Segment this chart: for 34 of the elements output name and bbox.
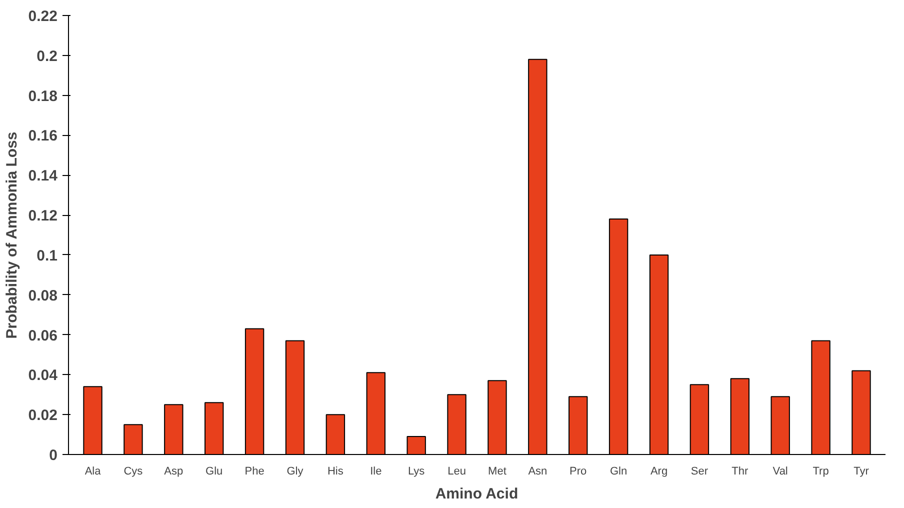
x-tick-label: Trp: [812, 466, 829, 478]
y-tick-label: 0.18: [28, 88, 58, 105]
y-tick-label: 0.16: [28, 128, 58, 145]
x-tick-label: Ala: [84, 466, 102, 478]
x-tick-label: Pro: [570, 466, 587, 478]
x-tick-label: His: [327, 466, 344, 478]
x-axis-title: Amino Acid: [435, 486, 518, 502]
x-tick-label: Lys: [408, 466, 426, 478]
x-tick-label: Tyr: [854, 466, 870, 478]
y-tick-label: 0.12: [28, 208, 58, 225]
y-tick-label: 0.2: [36, 48, 58, 65]
x-tick-label: Glu: [206, 466, 223, 478]
y-tick-label: 0.02: [28, 407, 58, 424]
x-tick-label: Ser: [690, 466, 708, 478]
x-tick-label: Cys: [124, 466, 144, 478]
y-tick-label: 0.1: [36, 247, 58, 264]
x-tick-label: Val: [772, 466, 788, 478]
x-tick-label: Met: [488, 466, 506, 478]
x-tick-label: Asn: [528, 466, 548, 478]
y-tick-label: 0.06: [28, 327, 58, 344]
x-tick-label: Ile: [370, 466, 382, 478]
y-tick-label: 0.08: [28, 287, 58, 304]
x-tick-label: Phe: [244, 466, 264, 478]
y-tick-label: 0: [49, 447, 58, 464]
x-tick-label: Arg: [650, 466, 668, 478]
x-tick-label: Gly: [286, 466, 304, 478]
y-tick-label: 0.22: [28, 8, 58, 25]
x-tick-label: Thr: [732, 466, 748, 478]
x-tick-label: Leu: [448, 466, 466, 478]
y-tick-label: 0.04: [28, 367, 58, 384]
y-axis-title: Probability of Ammonia Loss: [3, 132, 20, 339]
x-tick-label: Gln: [610, 466, 628, 478]
x-tick-label: Asp: [164, 466, 184, 478]
y-tick-label: 0.14: [28, 168, 58, 185]
